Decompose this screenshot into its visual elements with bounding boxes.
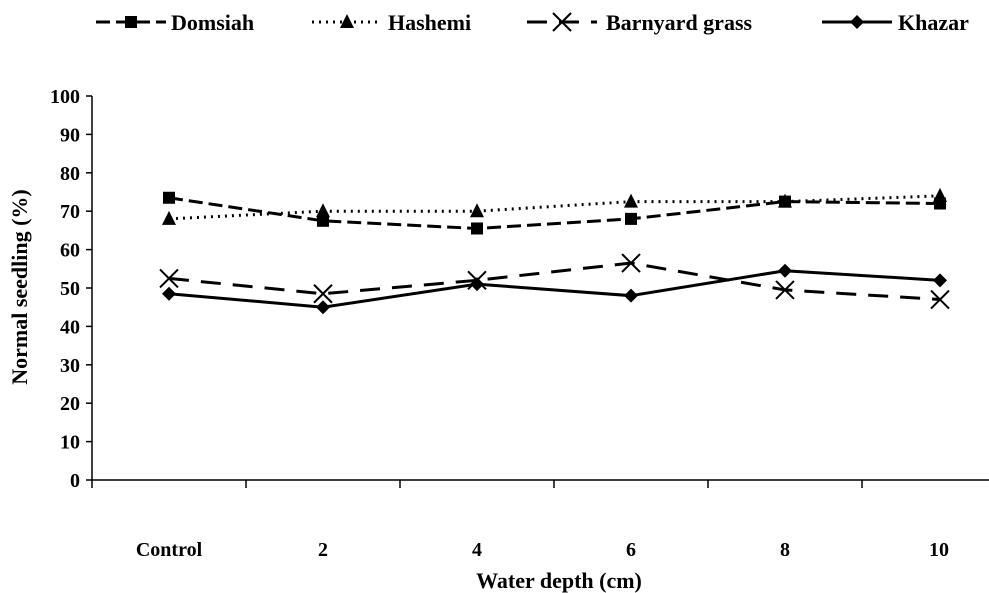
legend-label-khazar: Khazar	[898, 10, 969, 35]
legend-item-hashemi: Hashemi	[312, 10, 471, 35]
legend-marker-khazar	[850, 15, 864, 29]
legend-label-hashemi: Hashemi	[388, 10, 471, 35]
series-line-hashemi	[168, 194, 941, 221]
y-tick-label: 60	[60, 240, 80, 262]
series-khazar	[162, 263, 947, 315]
x-tick-label: 10	[929, 539, 949, 561]
y-tick-label: 10	[60, 432, 80, 454]
legend-marker-barnyard-grass	[552, 12, 572, 32]
legend-item-khazar: Khazar	[822, 10, 969, 35]
data-point-hashemi	[470, 203, 484, 218]
y-tick-label: 70	[60, 201, 80, 223]
data-point-khazar	[162, 286, 176, 301]
y-tick-label: 90	[60, 124, 80, 146]
y-tick-label: 50	[60, 278, 80, 300]
data-point-barnyard-grass	[159, 268, 179, 289]
series-line-domsiah	[168, 196, 941, 230]
y-axis-title: Normal seedling (%)	[7, 189, 32, 385]
x-marker-stroke	[775, 280, 795, 300]
legend-label-barnyard-grass: Barnyard grass	[606, 10, 753, 35]
series-line-khazar	[168, 269, 941, 309]
series-barnyard-grass	[159, 253, 950, 310]
x-tick-label: Control	[136, 539, 203, 561]
data-point-khazar	[778, 263, 792, 278]
x-tick-label: 6	[626, 539, 636, 561]
y-tick-label: 80	[60, 163, 80, 185]
x-marker-stroke	[159, 268, 179, 289]
data-point-khazar	[316, 300, 330, 315]
x-marker-stroke	[930, 289, 950, 310]
legend-marker-domsiah	[125, 16, 137, 28]
legend-marker-hashemi	[340, 14, 354, 28]
data-point-hashemi	[162, 210, 176, 225]
legend-item-barnyard-grass: Barnyard grass	[527, 10, 753, 35]
data-point-barnyard-grass	[621, 253, 641, 273]
data-point-barnyard-grass	[775, 280, 795, 300]
x-tick-label: 8	[780, 539, 790, 561]
series-hashemi	[162, 187, 947, 225]
y-tick-label: 100	[50, 86, 80, 108]
legend-item-domsiah: Domsiah	[96, 10, 254, 35]
legend-label-domsiah: Domsiah	[171, 10, 254, 35]
data-point-khazar	[470, 277, 484, 292]
data-point-hashemi	[933, 187, 947, 202]
series-domsiah	[163, 191, 946, 235]
data-point-domsiah	[471, 222, 483, 235]
y-tick-label: 40	[60, 316, 80, 338]
x-tick-label: 2	[318, 539, 328, 561]
legend: Domsiah Hashemi Barnyard grass Khazar	[96, 10, 969, 35]
series-layer	[159, 187, 950, 315]
x-axis-title: Water depth (cm)	[476, 568, 642, 593]
data-point-hashemi	[624, 193, 638, 208]
data-point-barnyard-grass	[313, 284, 333, 304]
y-tick-label: 20	[60, 393, 80, 415]
y-tick-label: 0	[70, 470, 80, 492]
data-point-hashemi	[316, 203, 330, 218]
data-point-domsiah	[163, 191, 175, 204]
data-point-hashemi	[778, 193, 792, 208]
data-point-domsiah	[317, 214, 329, 227]
data-point-khazar	[624, 288, 638, 303]
axes: 0 10 20 30 40 50 60 70 80 90 100 Control 2 4 6 8 10	[50, 86, 989, 561]
x-marker-stroke	[313, 284, 333, 304]
data-point-khazar	[933, 273, 947, 288]
x-marker-stroke	[552, 12, 572, 32]
data-point-domsiah	[625, 212, 637, 225]
series-line-barnyard-grass	[168, 261, 941, 302]
data-point-barnyard-grass	[930, 289, 950, 310]
x-tick-label: 4	[472, 539, 482, 561]
y-tick-label: 30	[60, 355, 80, 377]
x-marker-stroke	[621, 253, 641, 273]
